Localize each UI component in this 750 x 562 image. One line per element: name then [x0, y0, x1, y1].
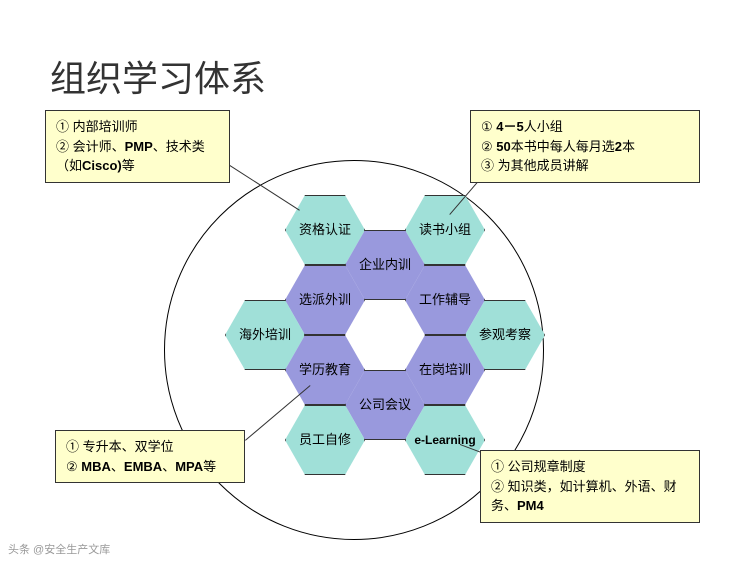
page-title: 组织学习体系 — [50, 50, 266, 102]
callout-line: ③ 为其他成员讲解 — [481, 156, 689, 176]
hexagon-label: 员工自修 — [299, 432, 351, 448]
callout-line: ① 4－5人小组 — [481, 117, 689, 137]
callout-line: ① 专升本、双学位 — [66, 437, 234, 457]
callout-line: ② 会计师、PMP、技术类（如Cisco)等 — [56, 137, 219, 176]
hexagon-label: 选派外训 — [299, 292, 351, 308]
hexagon-label: 学历教育 — [299, 362, 351, 378]
callout-line: ① 内部培训师 — [56, 117, 219, 137]
callout-reading: ① 4－5人小组② 50本书中每人每月选2本③ 为其他成员讲解 — [470, 110, 700, 183]
hexagon-label: 工作辅导 — [419, 292, 471, 308]
hexagon-label: 参观考察 — [479, 327, 531, 343]
callout-degree: ① 专升本、双学位② MBA、EMBA、MPA等 — [55, 430, 245, 483]
hexagon-label: 读书小组 — [419, 222, 471, 238]
hexagon-label: 在岗培训 — [419, 362, 471, 378]
callout-line: ① 公司规章制度 — [491, 457, 689, 477]
hexagon-label: e-Learning — [414, 433, 475, 447]
watermark-left: 头条 @安全生产文库 — [8, 541, 110, 557]
hexagon-label: 公司会议 — [359, 397, 411, 413]
hexagon-label: 海外培训 — [239, 327, 291, 343]
callout-line: ② MBA、EMBA、MPA等 — [66, 457, 234, 477]
hexagon-label: 资格认证 — [299, 222, 351, 238]
callout-trainer: ① 内部培训师② 会计师、PMP、技术类（如Cisco)等 — [45, 110, 230, 183]
callout-line: ② 50本书中每人每月选2本 — [481, 137, 689, 157]
hexagon-label: 企业内训 — [359, 257, 411, 273]
callout-line: ② 知识类，如计算机、外语、财务、PM4 — [491, 477, 689, 516]
callout-elearning: ① 公司规章制度② 知识类，如计算机、外语、财务、PM4 — [480, 450, 700, 523]
